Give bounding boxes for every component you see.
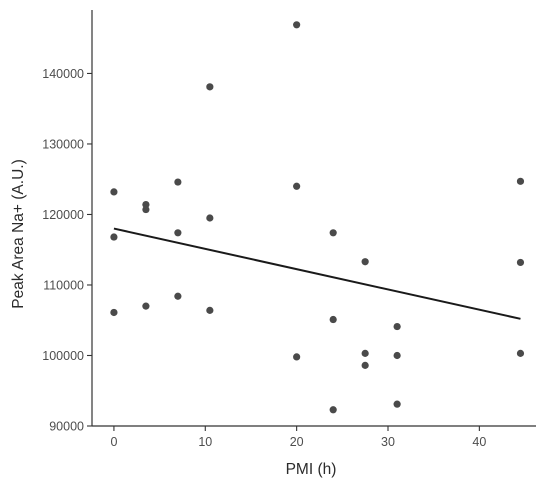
y-tick-label: 90000	[49, 420, 84, 434]
x-tick-label: 30	[381, 435, 395, 449]
data-point	[206, 306, 214, 314]
data-point	[393, 322, 401, 331]
data-point	[329, 229, 337, 237]
x-tick-label: 0	[110, 435, 117, 449]
data-point	[142, 205, 150, 214]
x-tick-label: 10	[198, 435, 212, 449]
data-point	[516, 349, 525, 357]
data-point	[293, 21, 301, 29]
data-point	[329, 315, 337, 324]
y-tick-label: 140000	[42, 67, 84, 81]
x-axis-title: PMI (h)	[286, 461, 337, 478]
y-tick-label: 130000	[42, 137, 84, 151]
data-point	[174, 292, 182, 300]
x-axis: 0 10 20 30 40	[92, 425, 536, 449]
data-point	[206, 214, 214, 222]
data-points	[110, 21, 525, 414]
data-point	[361, 258, 369, 266]
data-point	[174, 178, 182, 186]
trend-line	[113, 227, 521, 320]
y-tick-label: 120000	[42, 208, 84, 222]
y-axis-title: Peak Area Na+ (A.U.)	[10, 159, 27, 308]
y-axis: 90000 100000 110000 120000 130000 140000	[42, 10, 93, 434]
y-tick-label: 100000	[42, 349, 84, 363]
data-point	[110, 308, 118, 317]
data-point	[361, 349, 369, 357]
data-point	[393, 400, 401, 408]
data-point	[174, 229, 182, 237]
data-point	[516, 177, 525, 185]
data-point	[329, 406, 337, 414]
data-point	[110, 233, 118, 241]
data-point	[393, 351, 401, 360]
data-point	[516, 258, 525, 267]
x-tick-label: 40	[472, 435, 486, 449]
data-point	[206, 83, 214, 91]
data-point	[361, 361, 369, 369]
trend-line-group	[113, 227, 521, 320]
data-point	[142, 302, 150, 310]
data-point	[110, 188, 118, 196]
x-tick-label: 20	[290, 435, 304, 449]
data-point	[293, 353, 301, 361]
data-point	[293, 182, 301, 190]
y-tick-label: 110000	[43, 278, 84, 292]
data-point	[142, 201, 150, 209]
